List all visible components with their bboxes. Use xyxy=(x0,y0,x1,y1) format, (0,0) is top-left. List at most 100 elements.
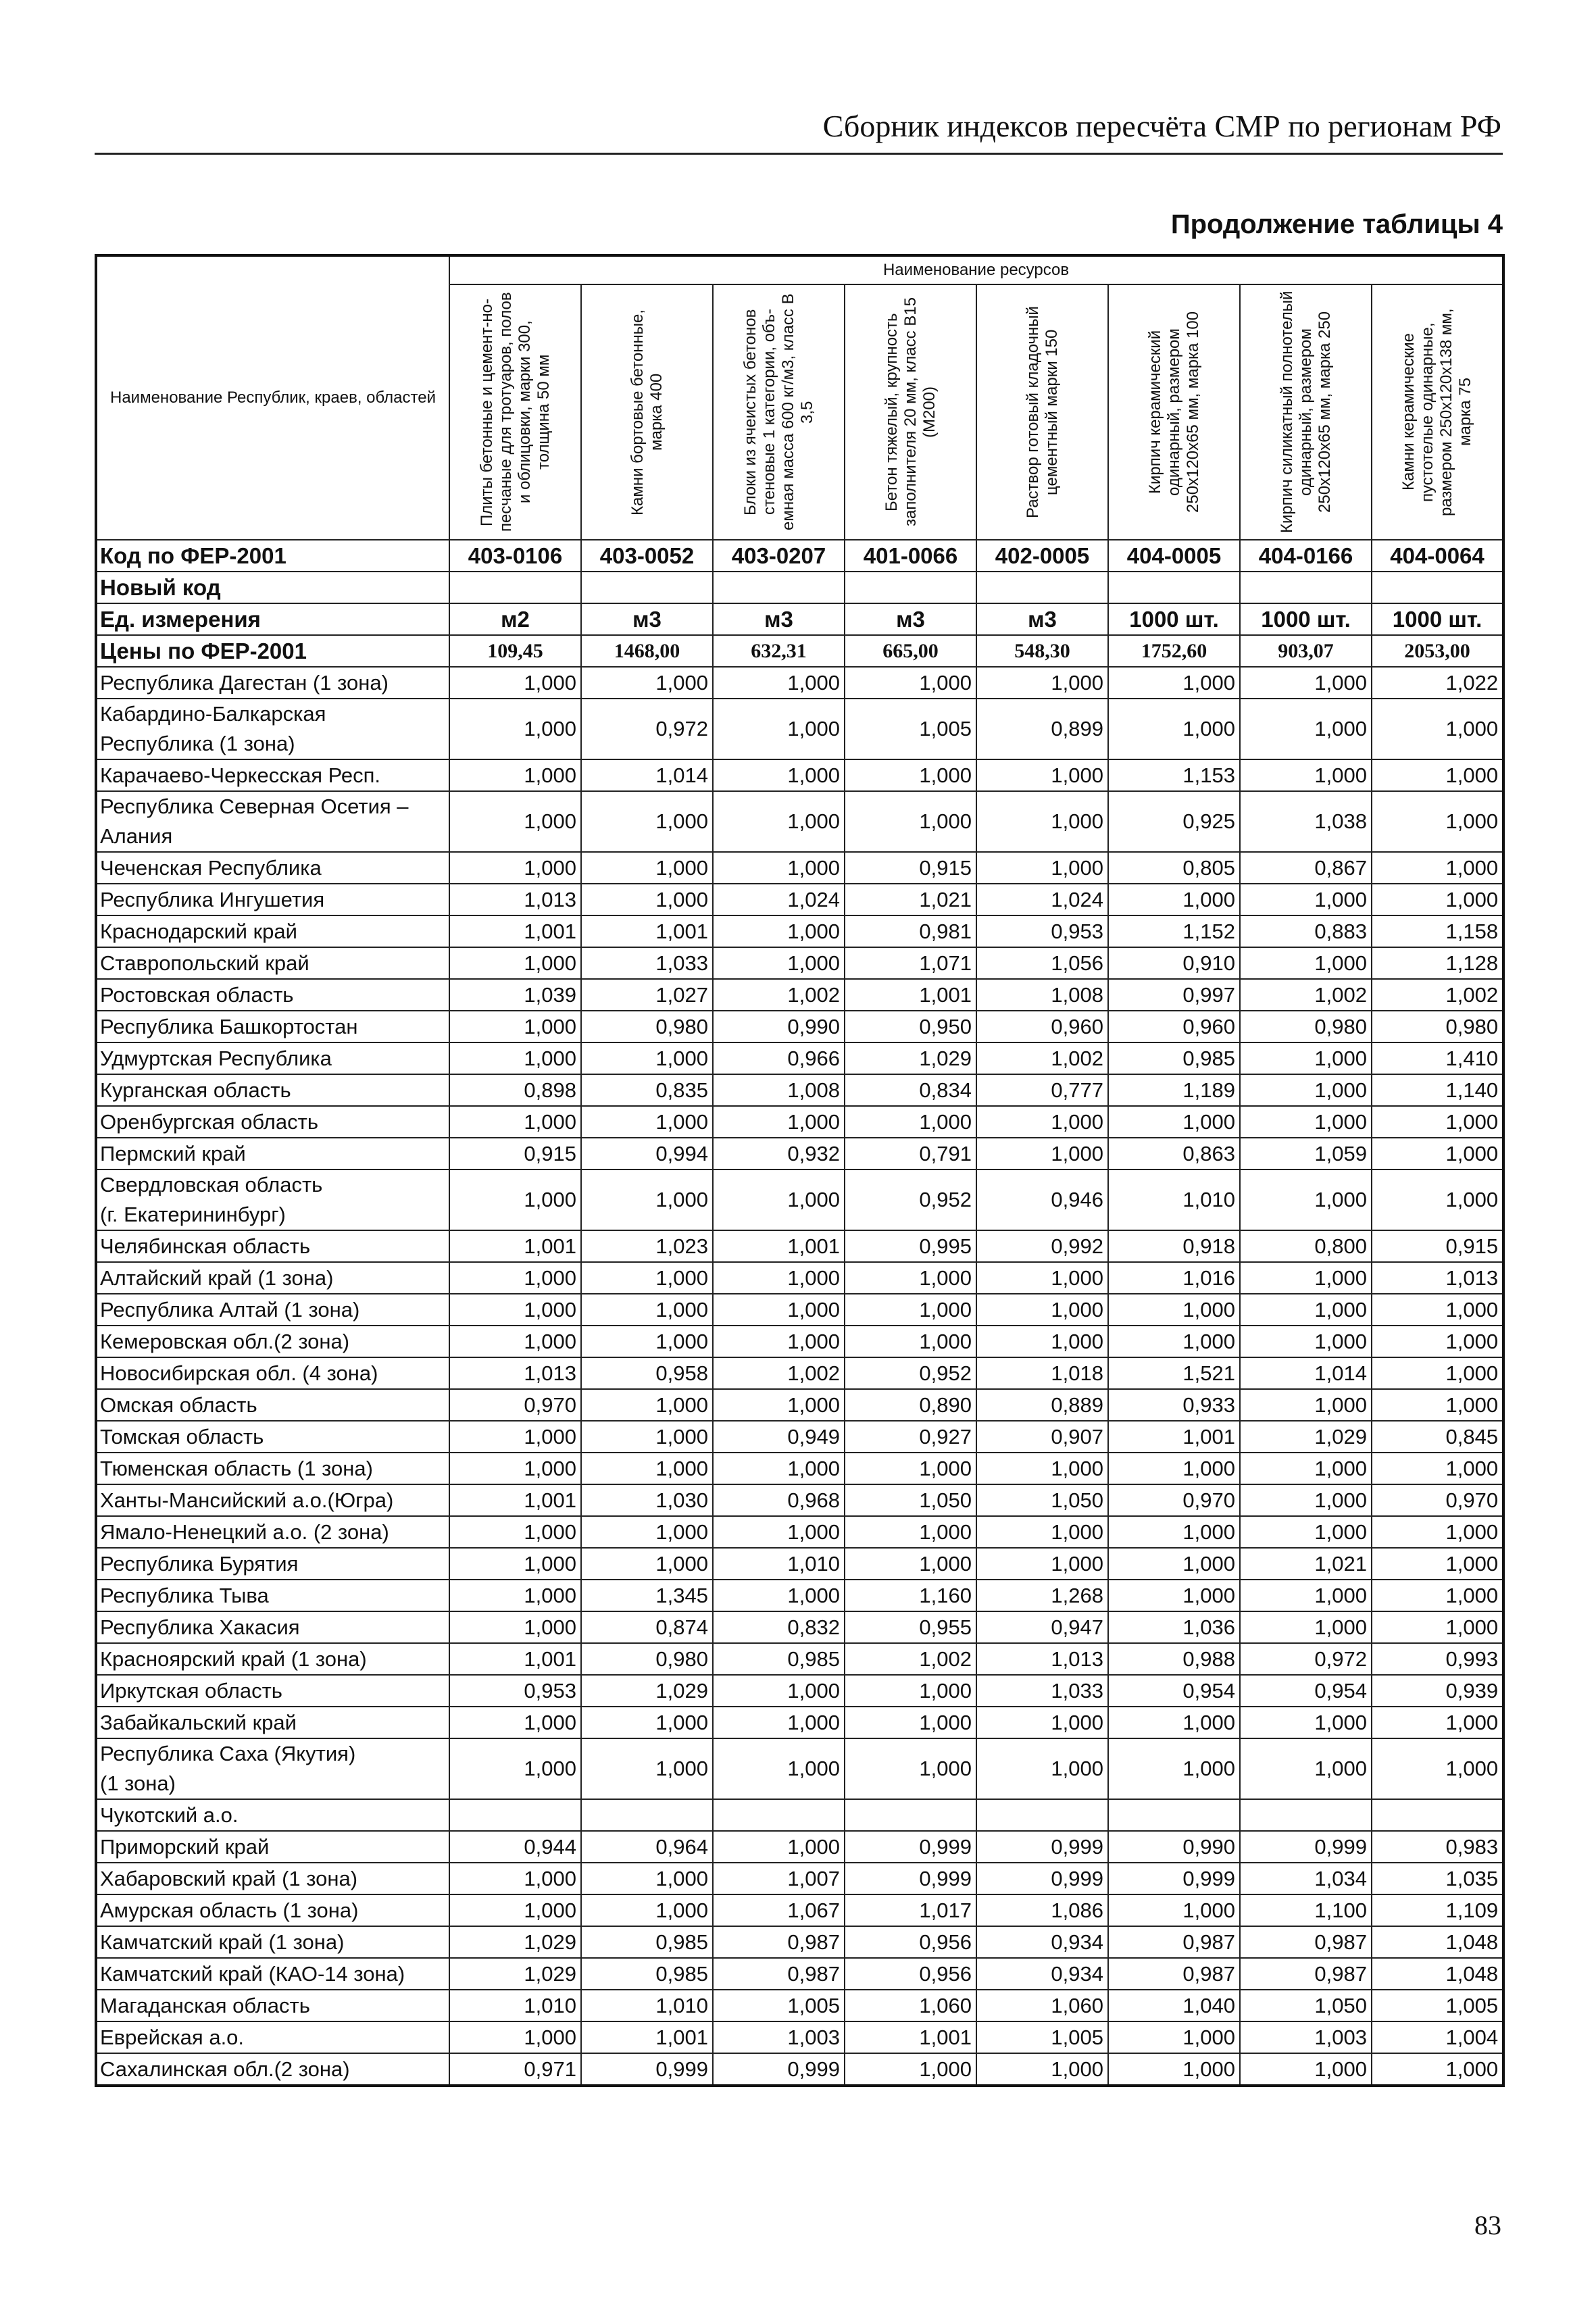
value-cell: 1,033 xyxy=(976,1674,1109,1707)
value-cell: 1,000 xyxy=(1370,698,1505,760)
row-label: Республика Бурятия xyxy=(95,1547,450,1580)
value-cell: 401-0066 xyxy=(844,539,977,572)
value-cell: 1,100 xyxy=(1239,1894,1372,1927)
value-cell: 0,932 xyxy=(712,1137,845,1170)
value-cell: 1,000 xyxy=(712,1169,845,1231)
value-cell: 1,000 xyxy=(976,1452,1109,1485)
column-header-text: Камни керамические пустотелые одинарные,… xyxy=(1399,308,1475,516)
value-cell: 1,039 xyxy=(449,978,582,1011)
value-cell: 1,000 xyxy=(712,851,845,884)
table-row: Магаданская область 1,010 1,010 1,005 1,060 1… xyxy=(95,1989,1505,2022)
value-cell: 1,000 xyxy=(449,1894,582,1927)
value-cell: 0,971 xyxy=(449,2053,582,2086)
table-row: Карачаево-Черкесская Респ. 1,000 1,014 1,00… xyxy=(95,759,1505,792)
value-cell: 0,970 xyxy=(1370,1484,1505,1517)
table-row: Ханты-Мансийский а.о.(Югра) 1,001 1,030 0,9… xyxy=(95,1484,1505,1517)
value-cell: 0,997 xyxy=(1107,978,1241,1011)
value-cell: 0,992 xyxy=(976,1230,1109,1263)
value-cell: 1,345 xyxy=(580,1579,714,1612)
row-label: Республика Дагестан (1 зона) xyxy=(95,666,450,699)
row-label: Сахалинская обл.(2 зона) xyxy=(95,2053,450,2086)
value-cell: 1,000 xyxy=(580,790,714,853)
row-label: Амурская область (1 зона) xyxy=(95,1894,450,1927)
value-cell: 0,970 xyxy=(449,1388,582,1422)
value-cell: 403-0207 xyxy=(712,539,845,572)
column-header: Плиты бетонные и цемент-но-песчаные для … xyxy=(449,284,582,540)
table-row: Свердловская область (г. Екатерининбург)… xyxy=(95,1169,1505,1231)
value-cell: 0,987 xyxy=(712,1926,845,1959)
table-row: Республика Тыва 1,000 1,345 1,000 1,160 1,268… xyxy=(95,1579,1505,1612)
value-cell: 0,999 xyxy=(844,1830,977,1863)
row-label: Республика Саха (Якутия) (1 зона) xyxy=(95,1738,450,1800)
value-cell: 0,899 xyxy=(976,698,1109,760)
value-cell: 0,999 xyxy=(976,1862,1109,1895)
value-cell: 0,845 xyxy=(1370,1420,1505,1453)
value-cell: 1,000 xyxy=(1239,1738,1372,1800)
value-cell: 1,003 xyxy=(712,2021,845,2054)
value-cell: м3 xyxy=(580,603,714,636)
value-cell: 0,874 xyxy=(580,1611,714,1644)
value-cell: 1,000 xyxy=(580,1169,714,1231)
value-cell: 1,000 xyxy=(580,1894,714,1927)
value-cell: 1,000 xyxy=(712,1674,845,1707)
value-cell: 1,000 xyxy=(449,759,582,792)
value-cell: 1,000 xyxy=(844,1261,977,1294)
column-header-text: Камни бортовые бетонные, марка 400 xyxy=(628,309,666,515)
value-cell: 1,109 xyxy=(1370,1894,1505,1927)
value-cell: 1,001 xyxy=(449,1484,582,1517)
value-cell: 1,056 xyxy=(976,947,1109,980)
row-label: Ханты-Мансийский а.о.(Югра) xyxy=(95,1484,450,1517)
table-row: Еврейская а.о. 1,000 1,001 1,003 1,001 1,005 1… xyxy=(95,2021,1505,2054)
table-body: Код по ФЕР-2001 403-0106 403-0052 403-0207 4… xyxy=(95,539,1505,2086)
table-row: Челябинская область 1,001 1,023 1,001 0,995 0… xyxy=(95,1230,1505,1263)
value-cell: 1,000 xyxy=(1370,1325,1505,1358)
value-cell: 0,832 xyxy=(712,1611,845,1644)
value-cell: 1,000 xyxy=(712,1830,845,1863)
value-cell: 1,001 xyxy=(844,978,977,1011)
value-cell: 1,153 xyxy=(1107,759,1241,792)
table-row: Республика Бурятия 1,000 1,000 1,010 1,000 1,… xyxy=(95,1547,1505,1580)
value-cell: 632,31 xyxy=(712,634,845,668)
value-cell: 1,160 xyxy=(844,1579,977,1612)
value-cell: 1,000 xyxy=(1107,2021,1241,2054)
value-cell: 1,000 xyxy=(1239,1484,1372,1517)
value-cell: 1,000 xyxy=(1370,2053,1505,2086)
value-cell xyxy=(1370,571,1505,604)
value-cell: 0,999 xyxy=(712,2053,845,2086)
value-cell: 1,000 xyxy=(580,1862,714,1895)
value-cell: 1,029 xyxy=(844,1042,977,1075)
value-cell: 1,152 xyxy=(1107,915,1241,948)
value-cell xyxy=(580,1799,714,1832)
table-row: Республика Саха (Якутия) (1 зона) 1,000 1,… xyxy=(95,1738,1505,1800)
value-cell: 0,949 xyxy=(712,1420,845,1453)
row-label: Карачаево-Черкесская Респ. xyxy=(95,759,450,792)
table-row: Иркутская область 0,953 1,029 1,000 1,000 1,0… xyxy=(95,1674,1505,1707)
value-cell: 1,000 xyxy=(449,1169,582,1231)
row-label: Ямало-Ненецкий а.о. (2 зона) xyxy=(95,1515,450,1549)
table-row: Томская область 1,000 1,000 0,949 0,927 0,907… xyxy=(95,1420,1505,1453)
value-cell: 0,968 xyxy=(712,1484,845,1517)
value-cell: 1,158 xyxy=(1370,915,1505,948)
row-label: Иркутская область xyxy=(95,1674,450,1707)
value-cell: 0,956 xyxy=(844,1926,977,1959)
value-cell: 1,000 xyxy=(1239,1293,1372,1326)
value-cell: 1,000 xyxy=(1239,698,1372,760)
column-header: Кирпич силикатный полнотелый одинарный, … xyxy=(1239,284,1372,540)
value-cell: 1,000 xyxy=(1370,1452,1505,1485)
value-cell: 1,000 xyxy=(712,666,845,699)
value-cell: 1,000 xyxy=(844,1706,977,1739)
table-row: Республика Дагестан (1 зона) 1,000 1,000 1,… xyxy=(95,666,1505,699)
value-cell: 0,995 xyxy=(844,1230,977,1263)
column-header-text: Блоки из ячеистых бетонов стеновые 1 кат… xyxy=(741,293,816,531)
group-header: Наименование ресурсов xyxy=(448,255,1505,285)
value-cell: 1,021 xyxy=(1239,1547,1372,1580)
value-cell: 1,000 xyxy=(449,1515,582,1549)
table-row: Новый код xyxy=(95,571,1505,604)
value-cell: 0,889 xyxy=(976,1388,1109,1422)
value-cell: 1,010 xyxy=(580,1989,714,2022)
value-cell: 1,000 xyxy=(976,790,1109,853)
value-cell: 1,000 xyxy=(712,1388,845,1422)
value-cell: 0,915 xyxy=(449,1137,582,1170)
value-cell: 0,954 xyxy=(1239,1674,1372,1707)
